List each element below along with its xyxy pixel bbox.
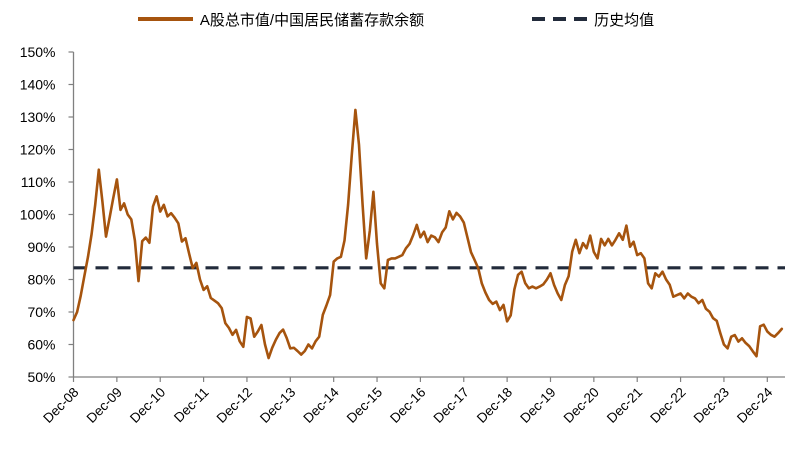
x-tick-label: Dec-23 bbox=[691, 385, 732, 426]
x-tick-label: Dec-22 bbox=[647, 385, 688, 426]
x-tick-label: Dec-19 bbox=[517, 385, 558, 426]
ratio-line bbox=[72, 108, 784, 360]
legend-label-ratio: A股总市值/中国居民储蓄存款余额 bbox=[199, 11, 425, 29]
y-tick-label: 90% bbox=[27, 239, 55, 255]
x-tick-label: Dec-20 bbox=[561, 385, 602, 426]
x-tick-label: Dec-15 bbox=[344, 385, 385, 426]
x-tick-label: Dec-08 bbox=[40, 385, 81, 426]
y-tick-label: 50% bbox=[27, 369, 55, 385]
x-tick-label: Dec-17 bbox=[430, 385, 471, 426]
x-tick-label: Dec-10 bbox=[127, 385, 168, 426]
y-tick-label: 120% bbox=[20, 142, 56, 158]
legend-item-ratio: A股总市值/中国居民储蓄存款余额 bbox=[137, 9, 425, 30]
x-tick-label: Dec-24 bbox=[734, 384, 776, 426]
y-tick-label: 150% bbox=[20, 44, 56, 60]
y-tick-label: 80% bbox=[27, 272, 55, 288]
x-tick-label: Dec-14 bbox=[300, 384, 342, 426]
x-tick-label: Dec-16 bbox=[387, 385, 428, 426]
y-tick-label: 110% bbox=[21, 174, 56, 190]
x-tick-label: Dec-18 bbox=[474, 385, 515, 426]
x-tick-label: Dec-11 bbox=[171, 385, 212, 426]
x-tick-label: Dec-09 bbox=[84, 385, 125, 426]
legend-label-average: 历史均值 bbox=[594, 11, 655, 29]
y-tick-label: 60% bbox=[27, 337, 55, 353]
y-tick-label: 70% bbox=[27, 304, 55, 320]
legend-item-average: 历史均值 bbox=[532, 9, 654, 30]
y-tick-label: 130% bbox=[20, 109, 56, 125]
chart-legend: A股总市值/中国居民储蓄存款余额 历史均值 bbox=[0, 8, 792, 30]
x-tick-label: Dec-21 bbox=[604, 385, 645, 426]
x-tick-label: Dec-13 bbox=[257, 385, 298, 426]
legend-solid-line-sample bbox=[137, 17, 193, 21]
x-tick-label: Dec-12 bbox=[214, 385, 255, 426]
y-tick-label: 140% bbox=[20, 77, 56, 93]
legend-dashed-line-sample bbox=[532, 17, 588, 21]
y-tick-label: 100% bbox=[20, 207, 56, 223]
